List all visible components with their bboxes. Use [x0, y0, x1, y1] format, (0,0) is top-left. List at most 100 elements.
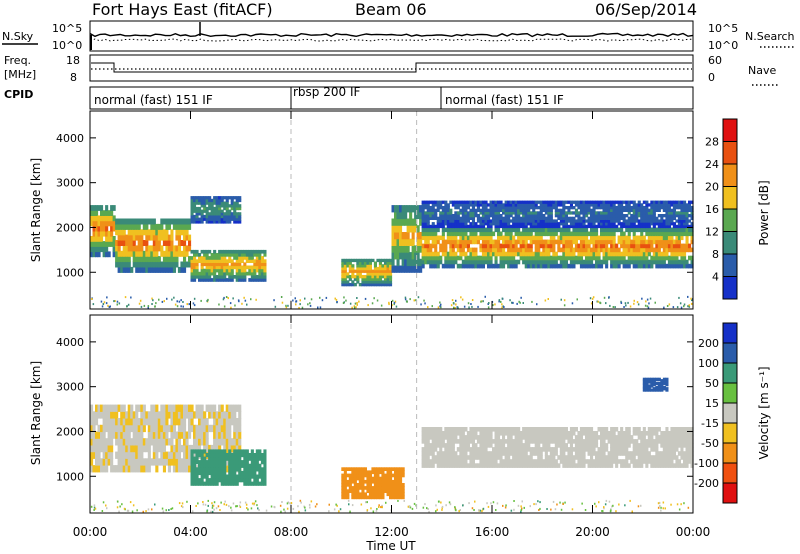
echo-cell — [205, 249, 209, 254]
echo-cell — [218, 206, 222, 211]
clutter-point — [522, 302, 524, 304]
echo-cell — [590, 222, 594, 226]
echo-cell — [157, 418, 161, 426]
echo-cell — [424, 224, 428, 229]
echo-cell — [373, 486, 377, 490]
echo-cell — [474, 431, 478, 436]
echo-cell — [193, 449, 197, 454]
echo-cell — [100, 241, 104, 247]
echo-cell — [238, 253, 242, 257]
echo-cell — [625, 263, 629, 269]
echo-cell — [441, 431, 445, 436]
echo-cell — [205, 453, 209, 458]
echo-cell — [652, 259, 656, 265]
echo-cell — [389, 470, 393, 475]
echo-cell — [208, 470, 212, 476]
echo-cell — [657, 214, 661, 218]
echo-cell — [582, 439, 586, 444]
echo-cell — [557, 427, 561, 432]
echo-cell — [622, 222, 626, 226]
echo-cell — [459, 451, 463, 456]
echo-cell — [358, 479, 362, 484]
echo-cell — [356, 269, 360, 273]
echo-cell — [200, 278, 204, 282]
echo-cell — [454, 239, 458, 245]
echo-cell — [431, 203, 435, 207]
echo-cell — [652, 247, 656, 253]
echo-cell — [348, 283, 352, 287]
echo-cell — [416, 238, 420, 246]
echo-cell — [569, 224, 573, 229]
echo-cell — [595, 263, 599, 269]
echo-cell — [140, 266, 144, 273]
echo-cell — [579, 200, 583, 204]
echo-cell — [529, 235, 533, 241]
echo-cell — [142, 266, 146, 273]
echo-cell — [220, 438, 224, 446]
echo-cell — [132, 451, 136, 459]
echo-cell — [572, 200, 576, 204]
echo-cell — [446, 263, 450, 269]
echo-cell — [579, 439, 583, 444]
echo-cell — [502, 251, 506, 257]
echo-cell — [215, 411, 219, 419]
echo-cell — [177, 240, 181, 246]
echo-cell — [567, 447, 571, 452]
echo-cell — [600, 435, 604, 440]
echo-cell — [532, 459, 536, 464]
echo-cell — [399, 467, 403, 471]
echo-cell — [233, 463, 237, 468]
echo-cell — [466, 206, 470, 210]
echo-cell — [195, 265, 199, 270]
echo-cell — [436, 263, 440, 269]
echo-cell — [552, 251, 556, 257]
clutter-point — [498, 300, 500, 303]
echo-cell — [190, 467, 194, 472]
echo-cell — [564, 251, 568, 257]
echo-cell — [497, 427, 501, 432]
echo-cell — [263, 271, 267, 276]
echo-cell — [102, 404, 106, 412]
echo-cell — [524, 247, 528, 253]
echo-cell — [105, 251, 109, 258]
echo-cell — [514, 263, 518, 269]
echo-cell — [210, 470, 214, 476]
power-heatmap — [90, 111, 694, 309]
echo-cell — [220, 198, 224, 203]
echo-cell — [524, 459, 528, 464]
echo-cell — [215, 256, 219, 260]
echo-cell — [165, 218, 169, 225]
echo-cell — [195, 438, 199, 446]
echo-cell — [107, 458, 111, 466]
echo-cell — [479, 435, 483, 440]
echo-cell — [193, 481, 197, 486]
echo-cell — [595, 243, 599, 249]
echo-cell — [444, 431, 448, 436]
echo-cell — [120, 438, 124, 446]
echo-cell — [238, 265, 242, 270]
echo-cell — [494, 200, 498, 204]
echo-cell — [564, 224, 568, 229]
echo-cell — [399, 238, 403, 246]
echo-cell — [542, 239, 546, 245]
echo-cell — [645, 227, 649, 233]
echo-cell — [484, 255, 488, 261]
echo-cell — [160, 444, 164, 453]
echo-cell — [429, 231, 433, 237]
noise-tick-bottom: 10^0 — [52, 39, 82, 52]
echo-cell — [140, 438, 144, 446]
clutter-point — [227, 297, 229, 300]
echo-cell — [660, 263, 664, 269]
clutter-point — [102, 303, 105, 305]
echo-cell — [454, 459, 458, 464]
echo-cell — [595, 219, 599, 223]
echo-cell — [127, 458, 131, 466]
echo-cell — [366, 486, 370, 490]
echo-cell — [376, 492, 380, 497]
echo-cell — [549, 206, 553, 210]
echo-cell — [218, 278, 222, 282]
echo-cell — [451, 263, 455, 269]
echo-cell — [233, 481, 237, 486]
echo-cell — [632, 263, 636, 269]
echo-cell — [557, 214, 561, 218]
